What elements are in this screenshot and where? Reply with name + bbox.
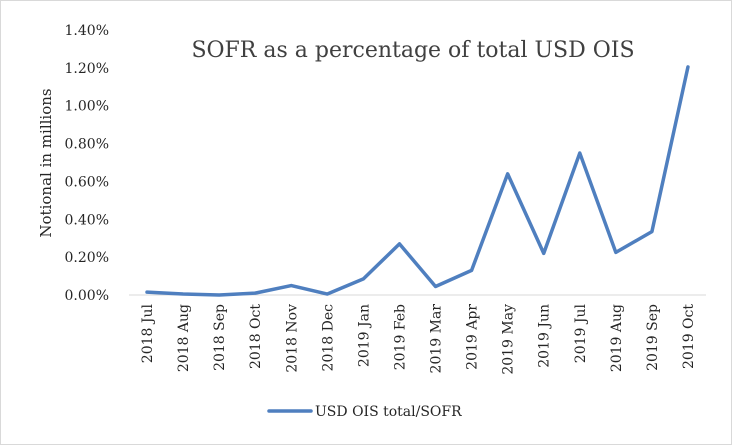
y-tick-label: 0.60%: [65, 174, 109, 190]
x-tick-label: 2019 Aug: [609, 304, 625, 372]
y-tick-label: 0.00%: [65, 288, 109, 304]
x-tick-label: 2018 Sep: [212, 304, 228, 371]
y-tick-label: 1.00%: [65, 99, 109, 115]
y-tick-label: 0.80%: [65, 137, 109, 153]
series-line: [147, 67, 688, 295]
y-axis-ticks: 0.00% 0.20% 0.40% 0.60% 0.80% 1.00% 1.20% 1.40%: [65, 23, 109, 304]
x-tick-label: 2018 Nov: [284, 304, 300, 373]
x-axis-ticks: 2018 Jul 2018 Aug 2018 Sep 2018 Oct 2018 Nov…: [140, 303, 697, 374]
y-tick-label: 1.20%: [65, 61, 109, 77]
y-tick-label: 0.20%: [65, 250, 109, 266]
legend-label: USD OIS total/SOFR: [315, 404, 462, 420]
x-tick-label: 2019 Sep: [645, 304, 661, 371]
y-axis-title: Notional in millions: [37, 88, 55, 237]
legend: USD OIS total/SOFR: [269, 404, 462, 420]
x-tick-label: 2018 Jul: [140, 303, 156, 363]
series-layer: [147, 67, 688, 295]
x-tick-label: 2018 Dec: [320, 304, 336, 372]
x-tick-label: 2019 Jan: [356, 304, 372, 367]
x-tick-label: 2018 Aug: [176, 304, 192, 372]
chart-title: SOFR as a percentage of total USD OIS: [191, 38, 634, 63]
x-tick-label: 2019 Jul: [573, 303, 589, 363]
x-tick-label: 2019 Feb: [392, 304, 408, 370]
x-tick-label: 2019 Apr: [465, 304, 481, 370]
y-tick-label: 0.40%: [65, 212, 109, 228]
x-tick-label: 2019 Mar: [429, 304, 445, 374]
x-tick-label: 2019 May: [501, 304, 517, 375]
x-tick-label: 2019 Oct: [681, 304, 697, 369]
x-tick-label: 2019 Jun: [537, 304, 553, 368]
y-tick-label: 1.40%: [65, 23, 109, 39]
x-tick-label: 2018 Oct: [248, 304, 264, 369]
